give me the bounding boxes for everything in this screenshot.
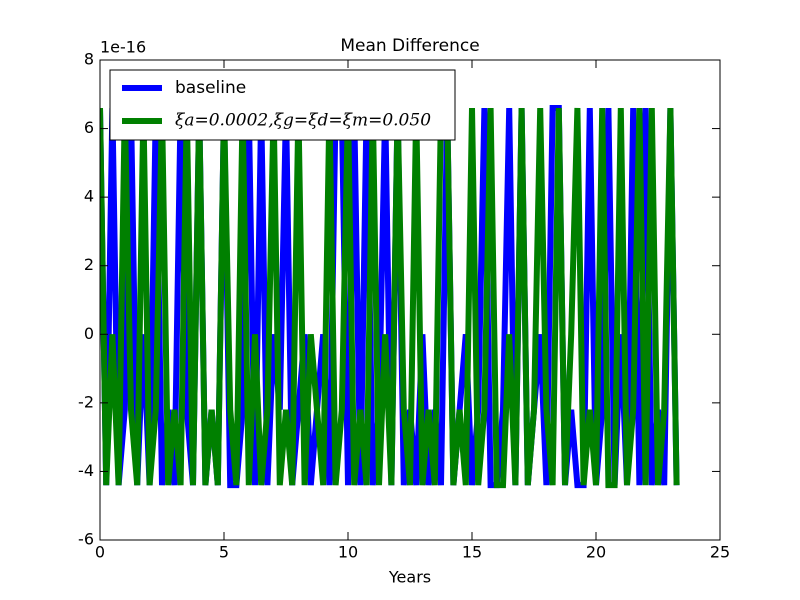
x-tick-label: 5 [219,543,229,562]
y-offset-label: 1e-16 [100,38,146,57]
chart-title: Mean Difference [340,36,479,56]
x-tick-label: 15 [462,543,482,562]
x-tick-label: 20 [586,543,606,562]
data-line [100,105,680,489]
legend-frame [109,69,456,141]
y-tick-label: -6 [78,530,94,549]
x-axis-label: Years [388,568,431,587]
legend-label: ξa=0.0002,ξg=ξd=ξm=0.050 [175,111,431,131]
y-tick-label: 4 [84,187,94,206]
y-tick-label: 0 [84,324,94,343]
x-tick-label: 25 [710,543,730,562]
y-tick-label: 6 [84,118,94,137]
legend: baseline ξa=0.0002,ξg=ξd=ξm=0.050 [109,69,456,141]
x-tick-label: 0 [95,543,105,562]
x-tick-label: 10 [338,543,358,562]
y-tick-label: 8 [84,50,94,69]
y-tick-label: -2 [78,392,94,411]
y-tick-label: -4 [78,461,94,480]
legend-label: baseline [175,78,246,98]
plot-frame [99,59,721,541]
y-tick-label: 2 [84,255,94,274]
